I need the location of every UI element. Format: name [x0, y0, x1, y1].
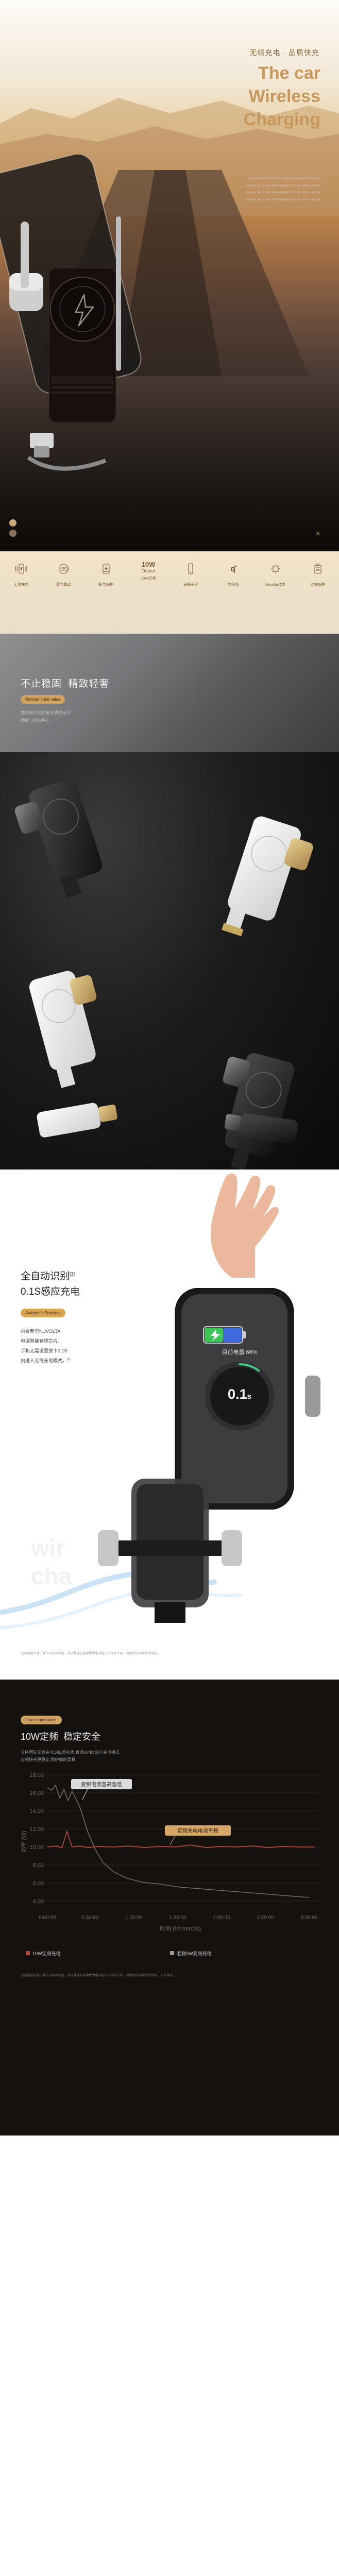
svg-text:4.00: 4.00 [33, 1899, 44, 1905]
svg-text:0:30:00: 0:30:00 [81, 1915, 99, 1921]
svg-text:6.00: 6.00 [33, 1880, 44, 1887]
svg-text:定频充电电流平稳: 定频充电电流平稳 [177, 1827, 218, 1834]
svg-text:2:30:00: 2:30:00 [257, 1915, 274, 1921]
svg-text:14.00: 14.00 [29, 1808, 44, 1815]
svg-text:0:00:00: 0:00:00 [39, 1915, 56, 1921]
svg-text:目前电量 66%: 目前电量 66% [222, 1348, 257, 1355]
svg-text:8.00: 8.00 [33, 1862, 44, 1869]
svg-text:10.00: 10.00 [29, 1844, 44, 1851]
svg-text:1:30:00: 1:30:00 [169, 1915, 187, 1921]
svg-text:变频电流忽高忽低: 变频电流忽高忽低 [81, 1781, 122, 1788]
svg-text:12.00: 12.00 [29, 1826, 44, 1833]
svg-text:1:00:00: 1:00:00 [125, 1915, 143, 1921]
svg-text:时间 (hh:mm:ss): 时间 (hh:mm:ss) [160, 1925, 201, 1932]
svg-text:功率 (W): 功率 (W) [20, 1831, 27, 1853]
svg-text:18.00: 18.00 [29, 1772, 44, 1778]
svg-text:3:00:00: 3:00:00 [300, 1915, 318, 1921]
svg-text:2:00:00: 2:00:00 [213, 1915, 230, 1921]
svg-text:16.00: 16.00 [29, 1790, 44, 1797]
svg-text:q: q [230, 565, 235, 573]
